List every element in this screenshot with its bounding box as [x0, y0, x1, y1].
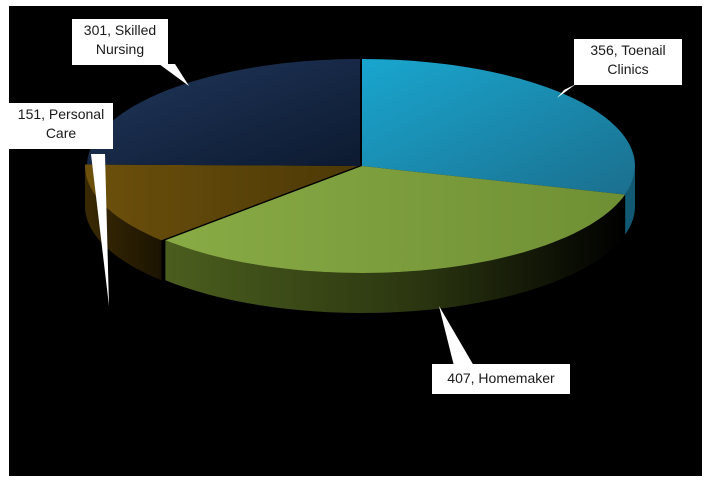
data-label-homemaker: 407, Homemaker — [432, 364, 570, 394]
data-label-line: 301, Skilled — [83, 22, 157, 38]
pie-chart — [85, 59, 635, 366]
slice-toenail-clinics — [362, 59, 635, 195]
chart-area: 356, Toenail Clinics 407, Homemaker 151,… — [9, 6, 702, 476]
slices-layer — [85, 59, 635, 313]
data-label-skilled-nursing: 301, Skilled Nursing — [72, 19, 168, 65]
slice-homemaker — [165, 166, 626, 273]
leader-line-personal-care — [91, 154, 109, 306]
data-label-line: Nursing — [95, 41, 145, 57]
leader-line-skilled-nursing — [159, 64, 189, 86]
data-label-toenail-clinics: 356, Toenail Clinics — [574, 39, 682, 85]
data-label-personal-care: 151, Personal Care — [9, 103, 113, 149]
legend-cut-off — [9, 468, 702, 476]
data-label-line: 407, Homemaker — [447, 370, 555, 386]
leader-line-homemaker — [439, 306, 474, 366]
data-label-line: 151, Personal — [17, 106, 105, 122]
leader-line-toenail-clinics — [557, 84, 576, 98]
data-label-line: 356, Toenail — [590, 42, 666, 58]
leader-lines — [91, 64, 576, 366]
slice-homemaker-side — [165, 194, 626, 313]
data-label-line: Clinics — [607, 61, 649, 77]
slice-skilled-nursing — [87, 59, 360, 166]
slice-personal-care-side — [85, 166, 162, 281]
slice-toenail-clinics-side — [625, 166, 635, 235]
data-label-line: Care — [45, 125, 77, 141]
slice-personal-care — [85, 164, 358, 241]
